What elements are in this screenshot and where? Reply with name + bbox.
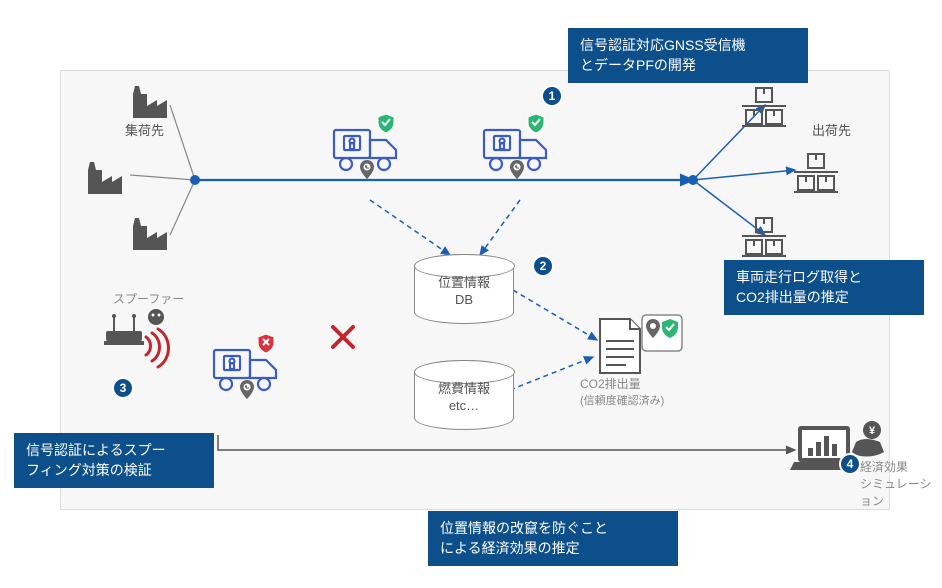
spoofer-icon xyxy=(100,305,180,370)
svg-text:¥: ¥ xyxy=(869,425,876,437)
callout-c1: 信号認証対応GNSS受信機とデータPFの開発 xyxy=(568,28,808,83)
truck-icon-1 xyxy=(480,120,560,183)
boxes-icon-1 xyxy=(792,152,840,199)
factory-icon-0 xyxy=(130,84,170,125)
fuel-db: 燃費情報etc… xyxy=(414,360,514,430)
label-pickup: 集荷先 xyxy=(125,120,164,139)
label-delivery: 出荷先 xyxy=(812,120,851,139)
label-spoofer: スプーファー xyxy=(113,290,184,307)
factory-icon-1 xyxy=(85,160,125,201)
callout-c4: 位置情報の改竄を防ぐことによる経済効果の推定 xyxy=(428,511,678,566)
badge-c4: 4 xyxy=(839,453,861,475)
badge-c2: 2 xyxy=(532,255,554,277)
boxes-icon-2 xyxy=(740,216,788,263)
factory-icon-2 xyxy=(130,216,170,257)
callout-c3: 信号認証によるスプーフィング対策の検証 xyxy=(14,433,214,488)
label-co2: CO2排出量(信頼度確認済み) xyxy=(580,375,664,408)
badge-c1: 1 xyxy=(541,85,563,107)
truck-icon-0 xyxy=(330,120,410,183)
badge-c3: 3 xyxy=(112,377,134,399)
location-db: 位置情報DB xyxy=(414,254,514,324)
reject-icon xyxy=(330,324,356,355)
label-econ: 経済効果シミュレーション xyxy=(860,458,942,509)
boxes-icon-0 xyxy=(740,86,788,133)
truck-spoofed-icon xyxy=(210,340,290,403)
callout-c2: 車両走行ログ取得とCO2排出量の推定 xyxy=(724,260,924,315)
